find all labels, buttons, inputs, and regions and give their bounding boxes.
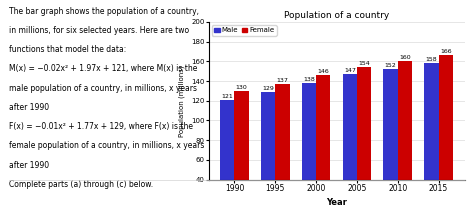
Text: 121: 121 xyxy=(221,94,233,99)
Bar xyxy=(398,61,412,219)
Bar xyxy=(220,100,235,219)
Text: 147: 147 xyxy=(344,68,356,73)
Text: functions that model the data:: functions that model the data: xyxy=(9,45,126,54)
Bar xyxy=(424,63,438,219)
Bar xyxy=(438,55,453,219)
Bar xyxy=(357,67,371,219)
Text: 152: 152 xyxy=(385,63,397,68)
Text: 130: 130 xyxy=(236,85,247,90)
Text: 138: 138 xyxy=(303,77,315,82)
Y-axis label: Population (millions): Population (millions) xyxy=(179,65,185,137)
Text: in millions, for six selected years. Here are two: in millions, for six selected years. Her… xyxy=(9,26,189,35)
Bar xyxy=(343,74,357,219)
Bar xyxy=(261,92,275,219)
Text: after 1990: after 1990 xyxy=(9,161,49,170)
Text: 158: 158 xyxy=(426,57,438,62)
Text: female population of a country, in millions, x years: female population of a country, in milli… xyxy=(9,141,204,150)
Text: 154: 154 xyxy=(358,61,370,66)
Bar xyxy=(302,83,316,219)
Bar xyxy=(383,69,398,219)
Text: M(x) = −0.02x² + 1.97x + 121, where M(x) is the: M(x) = −0.02x² + 1.97x + 121, where M(x)… xyxy=(9,64,197,73)
Text: F(x) = −0.01x² + 1.77x + 129, where F(x) is the: F(x) = −0.01x² + 1.77x + 129, where F(x)… xyxy=(9,122,193,131)
Text: Complete parts (a) through (c) below.: Complete parts (a) through (c) below. xyxy=(9,180,153,189)
Text: 160: 160 xyxy=(399,55,411,60)
Text: after 1990: after 1990 xyxy=(9,103,49,112)
Title: Population of a country: Population of a country xyxy=(284,11,389,20)
Text: 146: 146 xyxy=(318,69,329,74)
Legend: Male, Female: Male, Female xyxy=(212,25,276,35)
Text: 166: 166 xyxy=(440,49,452,54)
Bar xyxy=(275,84,290,219)
Bar xyxy=(316,75,330,219)
Bar xyxy=(235,91,249,219)
Text: 129: 129 xyxy=(262,86,274,91)
Text: The bar graph shows the population of a country,: The bar graph shows the population of a … xyxy=(9,7,199,16)
Text: 137: 137 xyxy=(276,78,288,83)
Text: male population of a country, in millions, x years: male population of a country, in million… xyxy=(9,84,197,93)
X-axis label: Year: Year xyxy=(326,198,347,207)
